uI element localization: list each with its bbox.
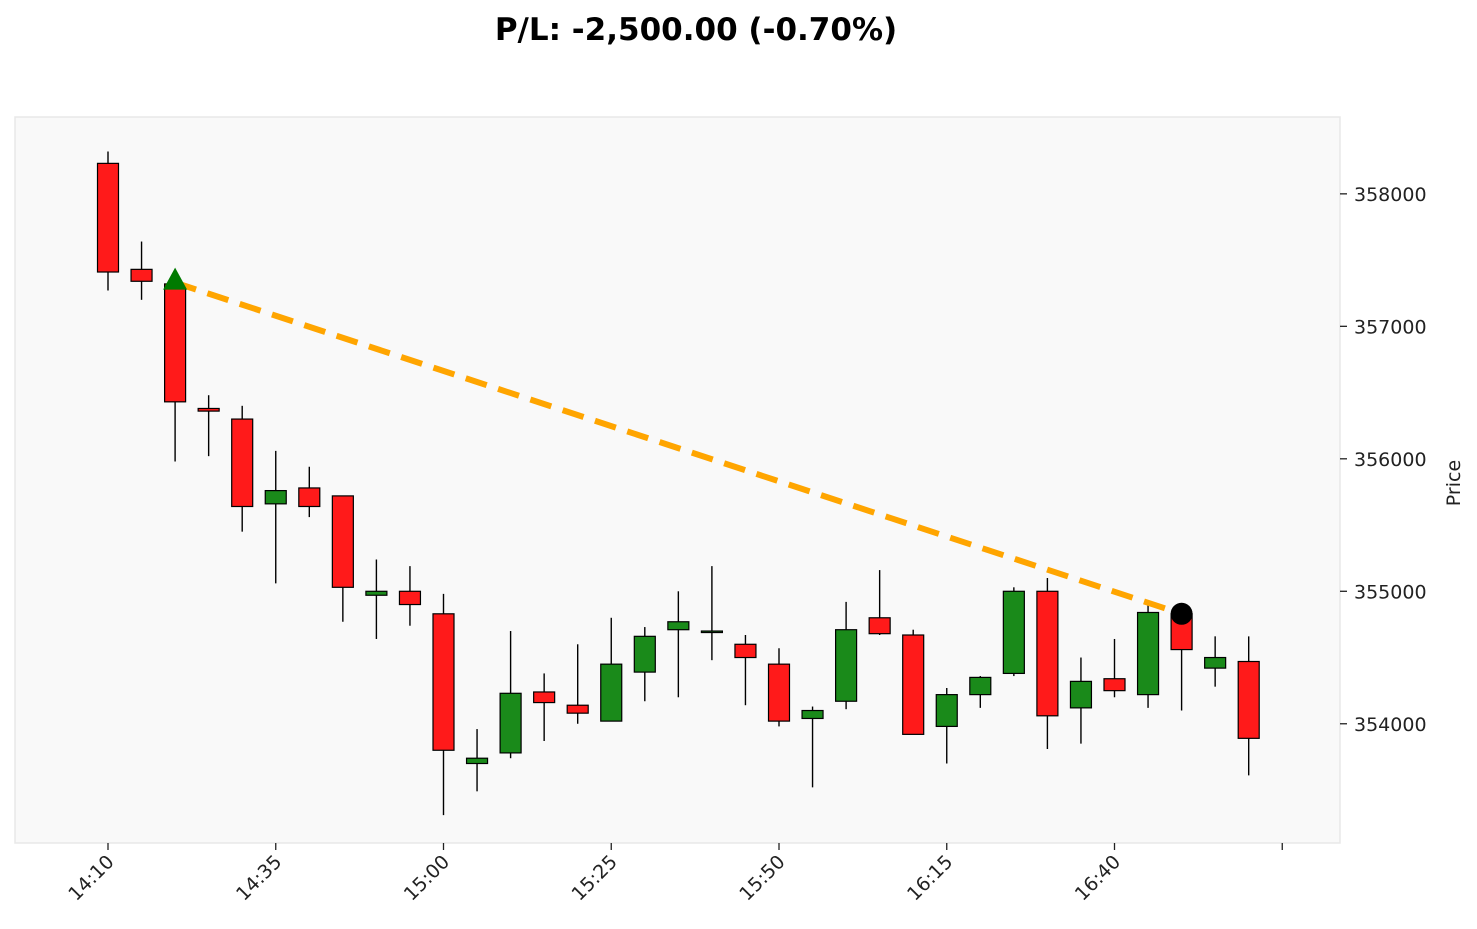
candle-body	[432, 613, 455, 751]
candle	[600, 617, 623, 722]
x-tick-label: 14:35	[232, 851, 286, 905]
candle	[902, 629, 925, 735]
candles-layer	[96, 151, 1260, 816]
candle-body	[600, 663, 623, 722]
candle	[767, 648, 791, 727]
candle-body	[868, 617, 891, 635]
candle-body	[734, 643, 757, 659]
candle	[465, 729, 489, 792]
candle	[1036, 578, 1059, 749]
candle	[1103, 638, 1126, 698]
candle	[667, 591, 690, 698]
candle-body	[969, 676, 992, 696]
candle-body	[1237, 660, 1260, 739]
candle-body	[398, 590, 422, 606]
candle-body	[298, 487, 321, 508]
candle-body	[465, 757, 489, 765]
candle	[1204, 636, 1227, 687]
candle-body	[231, 418, 254, 508]
x-tick-label: 16:40	[1071, 851, 1125, 905]
candle-body	[164, 283, 187, 403]
candle-body	[667, 621, 690, 631]
candle-body	[566, 704, 589, 714]
candle	[298, 466, 321, 518]
x-tick-label: 16:15	[903, 851, 957, 905]
candle-body	[1069, 680, 1093, 709]
candle	[633, 627, 656, 702]
candle	[1237, 636, 1260, 776]
candle-body	[834, 629, 858, 702]
candle	[868, 570, 891, 636]
chart-title: P/L: -2,500.00 (-0.70%)	[495, 12, 897, 48]
candle	[499, 631, 522, 759]
y-tick-label: 354000	[1354, 714, 1427, 736]
candle-body	[935, 694, 958, 728]
candle-body	[331, 495, 354, 588]
exit-marker-icon	[1170, 602, 1193, 625]
plot-area	[14, 116, 1341, 844]
candle	[432, 593, 455, 816]
candle	[969, 676, 992, 708]
candle-body	[1036, 590, 1059, 717]
y-tick-label: 355000	[1354, 581, 1427, 603]
x-tick-label: 15:25	[568, 851, 622, 905]
candle-body	[767, 663, 791, 722]
x-tick-label: 15:50	[735, 851, 789, 905]
trade-line	[174, 279, 1183, 617]
candle	[331, 495, 354, 622]
candle-body	[1002, 590, 1025, 675]
x-axis: 14:10 14:35 15:00 15:25 15:50 16:15 16:40	[64, 843, 1283, 905]
candle-body	[499, 692, 522, 754]
y-axis: 354000 355000 356000 357000 358000	[1340, 184, 1427, 736]
candle	[734, 635, 757, 706]
candle	[533, 673, 556, 741]
candle	[1002, 587, 1025, 677]
y-axis-title: Price	[1443, 460, 1465, 506]
candle	[231, 405, 254, 532]
candle-body	[365, 590, 388, 596]
candle-body	[700, 630, 724, 634]
candle-body	[633, 635, 656, 673]
candle	[935, 687, 958, 764]
x-tick-label: 14:10	[64, 851, 118, 905]
candle-body	[902, 634, 925, 735]
candle	[264, 450, 287, 584]
candle-body	[197, 407, 220, 412]
candle	[834, 601, 858, 710]
candle	[566, 644, 589, 724]
y-tick-label: 356000	[1354, 449, 1427, 471]
candle-body	[1103, 678, 1126, 692]
trade-layer	[163, 267, 1193, 625]
candle	[801, 706, 824, 788]
candle-body	[1204, 656, 1227, 669]
candle	[398, 566, 422, 626]
entry-marker-icon	[163, 267, 188, 290]
candle	[700, 566, 724, 661]
candle	[130, 241, 153, 300]
candle-body	[1136, 611, 1160, 696]
candle	[1069, 657, 1093, 744]
candle-body	[264, 489, 287, 505]
candle	[197, 395, 220, 457]
candle	[1136, 604, 1160, 708]
candle-body	[130, 268, 153, 282]
y-tick-label: 358000	[1354, 184, 1427, 206]
candle	[365, 559, 388, 639]
candle-body	[96, 162, 120, 273]
candle-body	[533, 691, 556, 704]
candle-body	[801, 709, 824, 720]
y-tick-label: 357000	[1354, 316, 1427, 338]
candle	[96, 151, 120, 291]
x-tick-label: 15:00	[400, 851, 454, 905]
